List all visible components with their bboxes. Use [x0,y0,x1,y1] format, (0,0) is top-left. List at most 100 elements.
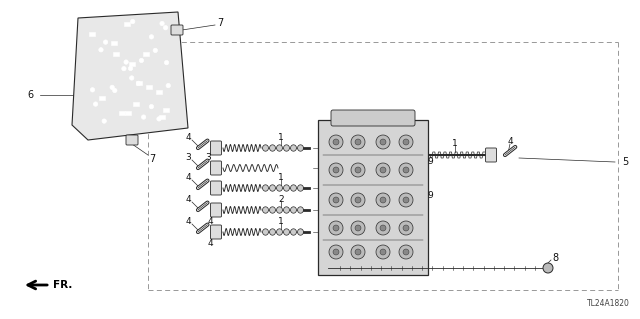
Circle shape [141,115,146,119]
Text: 9: 9 [427,190,433,199]
Text: 1: 1 [452,138,458,147]
Bar [156,90,161,94]
Bar [163,108,168,112]
Ellipse shape [284,145,289,151]
Ellipse shape [262,229,268,235]
Text: 7: 7 [149,154,155,164]
Circle shape [329,221,343,235]
Circle shape [399,163,413,177]
Bar [124,22,131,26]
Text: 2: 2 [278,195,284,204]
Text: FR.: FR. [53,280,72,290]
Circle shape [380,225,386,231]
Ellipse shape [284,229,289,235]
FancyBboxPatch shape [486,148,497,162]
Circle shape [129,66,132,70]
Circle shape [403,197,409,203]
FancyBboxPatch shape [211,141,221,155]
Ellipse shape [269,185,275,191]
Ellipse shape [284,207,289,213]
Circle shape [333,139,339,145]
Text: 3: 3 [205,153,211,162]
Ellipse shape [291,229,296,235]
FancyBboxPatch shape [171,25,183,35]
Circle shape [113,88,117,93]
FancyBboxPatch shape [211,225,221,239]
Text: 1: 1 [278,173,284,182]
Circle shape [355,139,361,145]
Circle shape [160,21,164,26]
Circle shape [333,167,339,173]
Circle shape [351,135,365,149]
Text: 4: 4 [207,240,213,249]
Text: 1: 1 [278,132,284,142]
Circle shape [355,167,361,173]
Circle shape [329,193,343,207]
Text: 4: 4 [507,137,513,146]
Circle shape [164,60,169,65]
Circle shape [129,76,134,80]
Text: 1: 1 [278,217,284,226]
Circle shape [149,104,154,109]
Circle shape [90,88,95,92]
Text: 4: 4 [185,133,191,143]
Text: 4: 4 [185,196,191,204]
Circle shape [399,245,413,259]
Circle shape [333,197,339,203]
Circle shape [102,119,106,123]
Text: 4: 4 [185,218,191,226]
Circle shape [403,139,409,145]
Circle shape [376,163,390,177]
Ellipse shape [291,207,296,213]
Circle shape [333,249,339,255]
FancyBboxPatch shape [331,110,415,126]
Bar [159,115,165,119]
Ellipse shape [269,145,275,151]
Circle shape [104,40,108,44]
Circle shape [355,197,361,203]
FancyBboxPatch shape [211,161,221,175]
Bar [111,41,117,45]
Circle shape [153,48,157,53]
Bar [113,52,119,56]
Text: 7: 7 [217,18,223,28]
Circle shape [351,245,365,259]
Circle shape [380,167,386,173]
Ellipse shape [269,229,275,235]
Circle shape [122,66,126,71]
Ellipse shape [276,185,282,191]
Ellipse shape [298,185,303,191]
Text: 8: 8 [552,253,558,263]
Circle shape [380,197,386,203]
Circle shape [380,139,386,145]
Circle shape [399,221,413,235]
Circle shape [355,225,361,231]
Circle shape [355,249,361,255]
Bar [99,96,106,100]
Ellipse shape [262,145,268,151]
Circle shape [329,135,343,149]
Circle shape [376,245,390,259]
Circle shape [110,85,115,90]
Ellipse shape [284,185,289,191]
Circle shape [136,81,141,85]
Circle shape [131,19,135,24]
Polygon shape [72,12,188,140]
Circle shape [399,135,413,149]
Circle shape [124,60,128,64]
Circle shape [403,249,409,255]
Circle shape [380,249,386,255]
Text: 4: 4 [207,218,213,226]
Circle shape [93,102,98,106]
Circle shape [403,225,409,231]
Circle shape [543,263,553,273]
Circle shape [99,48,103,52]
Circle shape [163,26,168,30]
Bar [143,52,149,56]
Circle shape [376,135,390,149]
Circle shape [140,58,143,63]
Bar [136,81,142,85]
Circle shape [376,221,390,235]
FancyBboxPatch shape [211,181,221,195]
Circle shape [149,35,154,39]
